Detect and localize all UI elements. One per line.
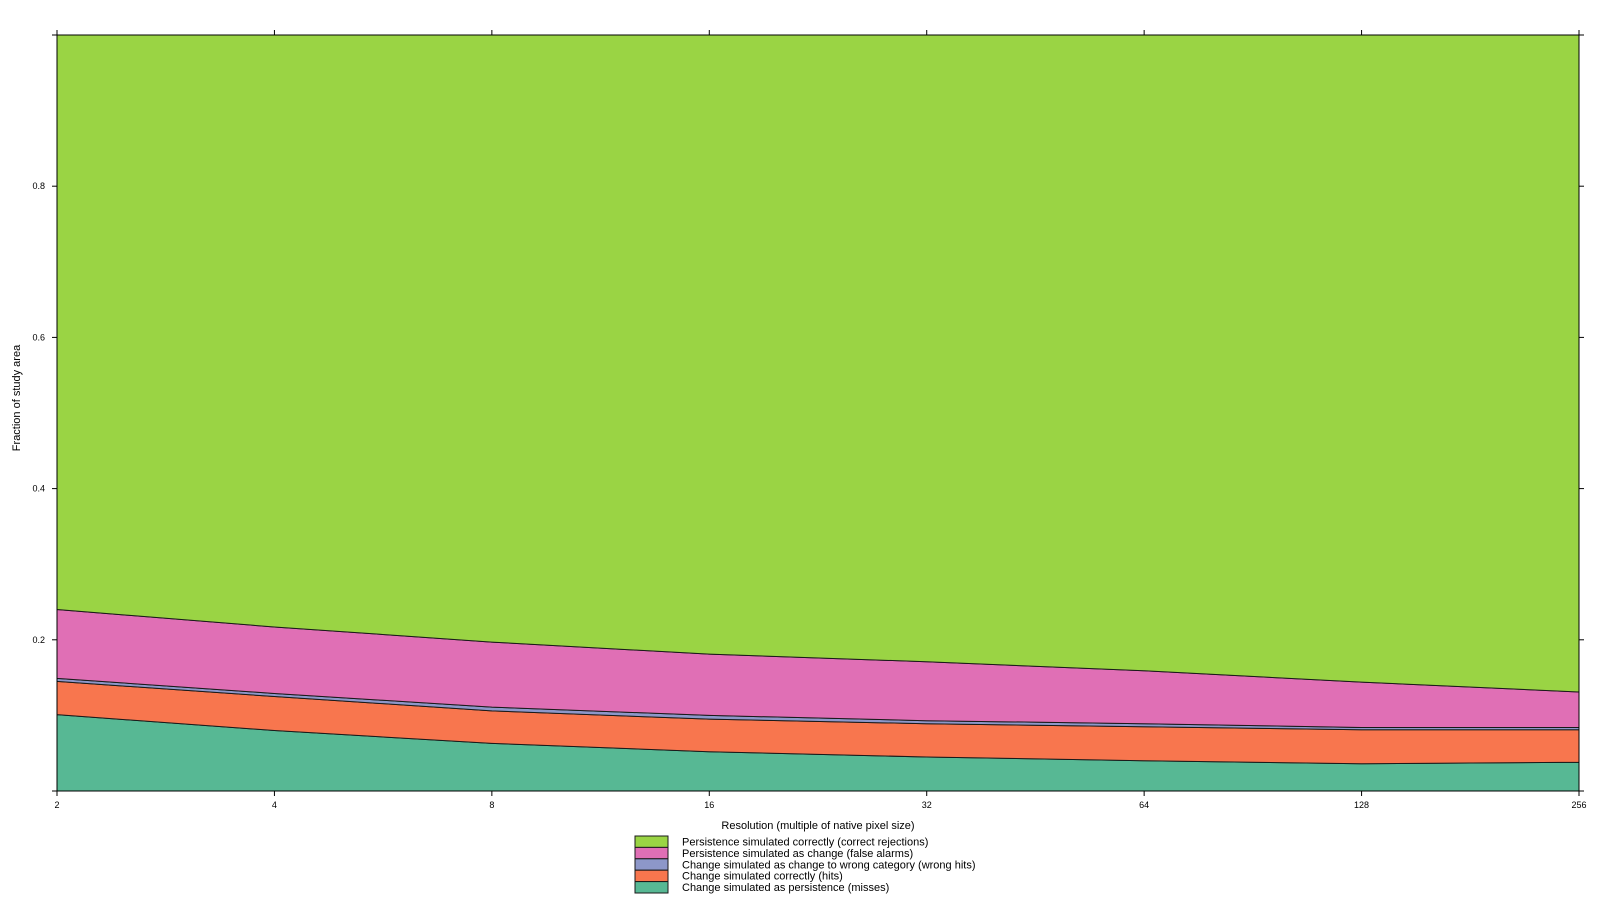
y-tick-label: 0.8 [32, 181, 45, 191]
legend-label: Change simulated correctly (hits) [682, 871, 843, 883]
x-tick-label: 64 [1139, 800, 1149, 810]
legend-swatch [634, 858, 669, 871]
x-tick-label: 256 [1571, 800, 1586, 810]
legend-label: Persistence simulated as change (false a… [682, 848, 913, 860]
legend-swatch [634, 869, 669, 883]
axes: 2 4 8 16 32 64 128 256 0.2 0.4 0.6 0.8 [32, 30, 1587, 810]
legend: Persistence simulated correctly (correct… [634, 835, 976, 894]
x-tick-label: 32 [922, 800, 932, 810]
y-axis-title: Fraction of study area [11, 344, 23, 451]
x-tick-label: 2 [54, 800, 59, 810]
x-tick-label: 8 [489, 800, 494, 810]
y-tick-label: 0.6 [32, 332, 45, 342]
y-tick-label: 0.4 [32, 484, 45, 494]
area-layers [56, 34, 1580, 792]
area-series-4 [56, 34, 1580, 693]
legend-swatch [634, 846, 669, 860]
y-tick-label: 0.2 [32, 635, 45, 645]
legend-label: Persistence simulated correctly (correct… [682, 837, 928, 849]
legend-label: Change simulated as change to wrong cate… [682, 859, 976, 871]
x-tick-label: 4 [272, 800, 277, 810]
legend-label: Change simulated as persistence (misses) [682, 882, 889, 894]
x-axis-title: Resolution (multiple of native pixel siz… [721, 820, 914, 832]
legend-swatch [634, 835, 669, 848]
plot-frame [56, 34, 1580, 792]
legend-swatch [634, 881, 669, 894]
x-tick-label: 16 [704, 800, 714, 810]
x-tick-label: 128 [1354, 800, 1369, 810]
